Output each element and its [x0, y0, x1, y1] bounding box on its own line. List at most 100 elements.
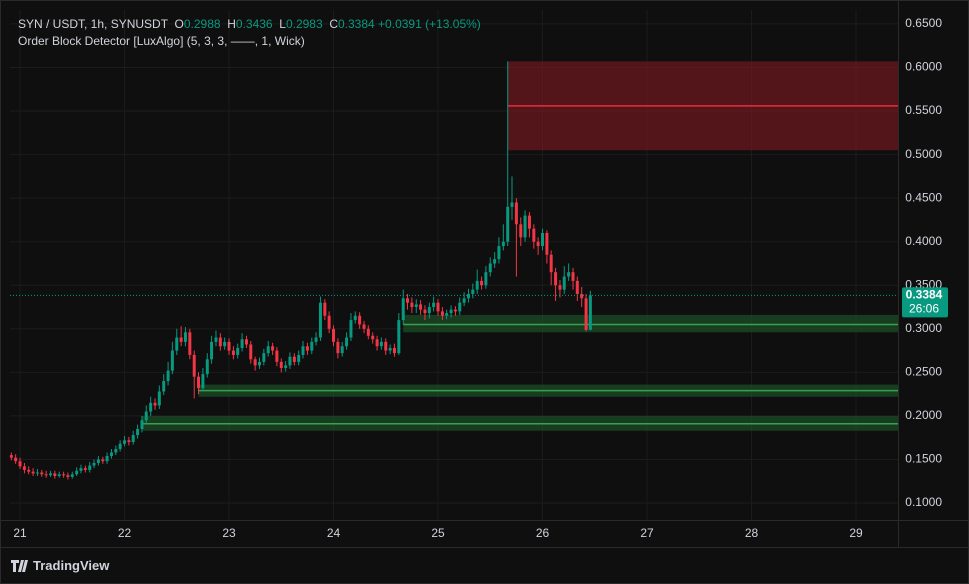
candle-body [123, 440, 127, 444]
candle-body [545, 232, 549, 255]
candle-body [27, 469, 31, 472]
candle-body [384, 341, 388, 351]
candle-body [397, 320, 401, 354]
candle-body [584, 298, 588, 330]
candle-body [188, 332, 192, 355]
candle-body [523, 215, 527, 238]
candle-body [9, 455, 13, 458]
candle-body [475, 280, 479, 290]
x-tick-label: 21 [13, 526, 27, 540]
candle-body [558, 285, 562, 290]
y-tick-label: 0.3000 [905, 321, 942, 335]
candle-body [275, 350, 279, 362]
countdown: 26:06 [909, 302, 939, 316]
candle-body [249, 344, 253, 360]
axes: 0.65000.60000.55000.50000.45000.40000.35… [10, 16, 948, 540]
candle-body [292, 356, 296, 362]
candle-body [162, 381, 166, 392]
candle-body [179, 337, 183, 342]
candle-body [109, 452, 113, 456]
candle-body [414, 304, 418, 308]
x-tick-label: 26 [536, 526, 550, 540]
y-tick-label: 0.5500 [905, 103, 942, 117]
candle-body [510, 202, 514, 207]
candle-body [453, 309, 457, 312]
price-label-box [902, 287, 948, 318]
candle-body [22, 466, 26, 470]
candle-body [288, 356, 292, 366]
candle-body [506, 206, 510, 242]
candle-body [488, 263, 492, 273]
x-tick-label: 24 [327, 526, 341, 540]
candle-body [440, 311, 444, 316]
candle-body [541, 232, 545, 247]
candle-body [175, 337, 179, 351]
candle-body [192, 354, 196, 377]
candle-body [410, 302, 414, 308]
ohlc-value: 0.3436 [235, 17, 273, 31]
candle-body [318, 302, 322, 338]
candle-body [75, 470, 79, 475]
ohlc-value: 0.2988 [183, 17, 221, 31]
order-blocks [141, 61, 899, 431]
candle-body [14, 457, 18, 462]
candle-body [514, 202, 518, 225]
candle-body [527, 215, 531, 229]
candle-body [562, 276, 566, 290]
candle-body [445, 313, 449, 316]
candle-body [532, 228, 536, 242]
candle-body [240, 339, 244, 348]
candle-body [336, 341, 340, 354]
candle-body [366, 328, 370, 336]
order-block [403, 314, 898, 333]
candle-body [197, 376, 201, 389]
candle-body [144, 411, 148, 421]
candle-body [49, 473, 53, 476]
ohlc-value: 0.3384 [338, 17, 375, 31]
ohlc-label: L [279, 17, 286, 31]
candle-body [419, 304, 423, 310]
candle-body [227, 341, 231, 351]
candle-body [214, 337, 218, 342]
candle-body [371, 335, 375, 340]
candle-body [362, 324, 366, 329]
candle-body [136, 428, 140, 436]
candle-body [340, 346, 344, 354]
candle-body [471, 289, 475, 294]
y-tick-label: 0.1000 [905, 495, 942, 509]
candle-body [467, 293, 471, 299]
candle-body [549, 254, 553, 273]
candle-body [327, 315, 331, 329]
candle-body [18, 461, 22, 467]
candles [9, 61, 592, 480]
x-tick-label: 25 [431, 526, 445, 540]
candle-body [279, 361, 283, 369]
candle-body [170, 350, 174, 371]
candle-body [588, 295, 592, 330]
change: +0.0391 (+13.05%) [378, 17, 481, 31]
ohlc-label: O [174, 17, 184, 31]
candle-body [305, 346, 309, 351]
candle-body [253, 359, 257, 366]
candle-body [79, 468, 83, 471]
candle-body [205, 359, 209, 375]
y-tick-label: 0.2500 [905, 365, 942, 379]
candle-body [297, 354, 301, 362]
candle-body [314, 337, 318, 342]
candle-body [40, 472, 44, 475]
candle-body [57, 474, 61, 477]
candle-body [284, 365, 288, 369]
candle-body [105, 455, 109, 462]
y-tick-label: 0.5000 [905, 147, 942, 161]
candle-body [53, 473, 57, 477]
candle-body [401, 298, 405, 321]
candle-body [66, 475, 70, 477]
candle-body [497, 246, 501, 260]
candle-body [223, 341, 227, 347]
candle-body [131, 435, 135, 443]
candle-body [449, 309, 453, 314]
candle-body [571, 272, 575, 281]
candle-body [266, 346, 270, 354]
candle-body [301, 346, 305, 355]
